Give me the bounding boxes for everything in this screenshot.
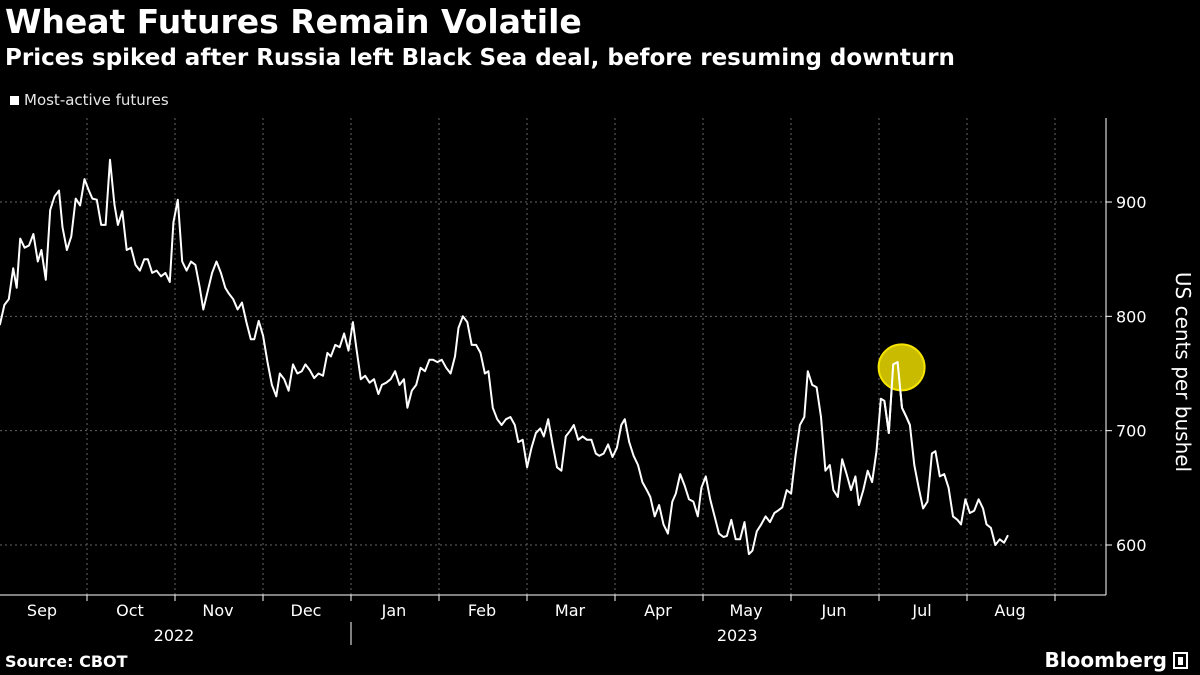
bloomberg-logo-icon bbox=[1173, 651, 1188, 669]
y-tick-label: 800 bbox=[1116, 307, 1147, 326]
y-tick-label: 700 bbox=[1116, 422, 1147, 441]
x-tick-label: Apr bbox=[644, 601, 672, 620]
x-tick-label: Jun bbox=[821, 601, 847, 620]
highlight-layer bbox=[877, 343, 926, 434]
x-tick-label: Dec bbox=[291, 601, 322, 620]
chart-subtitle: Prices spiked after Russia left Black Se… bbox=[5, 45, 955, 71]
x-tick-label: May bbox=[729, 601, 762, 620]
legend-label: Most-active futures bbox=[24, 91, 169, 109]
x-tick-label: Mar bbox=[555, 601, 586, 620]
x-tick-label: Nov bbox=[202, 601, 233, 620]
source-note: Source: CBOT bbox=[5, 652, 128, 671]
year-label: 2023 bbox=[717, 626, 758, 645]
axes: 600 700 800 900 Sep Oct Nov Dec Jan Feb Mar Apr May J… bbox=[0, 118, 1147, 645]
y-axis-label: US cents per bushel bbox=[1171, 272, 1195, 472]
grid bbox=[0, 118, 1106, 595]
legend-swatch-icon bbox=[10, 95, 19, 105]
brand-name: Bloomberg bbox=[1044, 648, 1167, 672]
highlight-series-segment bbox=[883, 361, 911, 434]
y-tick-label: 600 bbox=[1116, 536, 1147, 555]
legend: Most-active futures bbox=[10, 91, 169, 109]
series-layer bbox=[0, 158, 1009, 556]
x-tick-label: Jul bbox=[911, 601, 931, 620]
y-tick-label: 900 bbox=[1116, 193, 1147, 212]
chart-title: Wheat Futures Remain Volatile bbox=[5, 2, 582, 41]
x-tick-label: Jan bbox=[381, 601, 407, 620]
x-tick-label: Sep bbox=[27, 601, 57, 620]
x-tick-label: Oct bbox=[116, 601, 144, 620]
year-label: 2022 bbox=[154, 626, 195, 645]
x-tick-label: Aug bbox=[994, 601, 1025, 620]
brand-logo: Bloomberg bbox=[1045, 648, 1188, 672]
x-tick-label: Feb bbox=[468, 601, 496, 620]
series-line bbox=[0, 158, 1009, 556]
highlight-marker bbox=[877, 343, 926, 392]
